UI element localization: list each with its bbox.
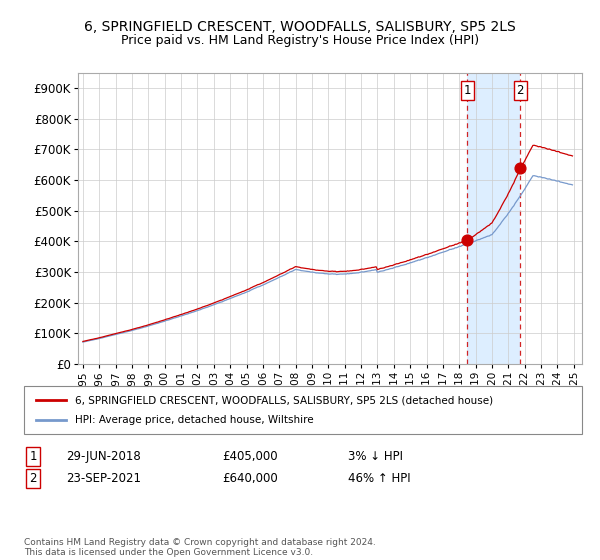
- Text: 46% ↑ HPI: 46% ↑ HPI: [348, 472, 410, 486]
- Text: Price paid vs. HM Land Registry's House Price Index (HPI): Price paid vs. HM Land Registry's House …: [121, 34, 479, 46]
- Text: 2: 2: [517, 84, 524, 97]
- Text: 29-JUN-2018: 29-JUN-2018: [66, 450, 141, 463]
- Text: 1: 1: [464, 84, 471, 97]
- Bar: [467, 73, 520, 364]
- Text: £640,000: £640,000: [222, 472, 278, 486]
- Text: 1: 1: [29, 450, 37, 463]
- Text: 6, SPRINGFIELD CRESCENT, WOODFALLS, SALISBURY, SP5 2LS (detached house): 6, SPRINGFIELD CRESCENT, WOODFALLS, SALI…: [75, 395, 493, 405]
- Text: 3% ↓ HPI: 3% ↓ HPI: [348, 450, 403, 463]
- Point: [515, 164, 525, 172]
- Text: HPI: Average price, detached house, Wiltshire: HPI: Average price, detached house, Wilt…: [75, 415, 314, 425]
- Text: 2: 2: [29, 472, 37, 486]
- Text: Contains HM Land Registry data © Crown copyright and database right 2024.
This d: Contains HM Land Registry data © Crown c…: [24, 538, 376, 557]
- Text: £405,000: £405,000: [222, 450, 278, 463]
- Point: [463, 235, 472, 244]
- Text: 23-SEP-2021: 23-SEP-2021: [66, 472, 141, 486]
- Text: 6, SPRINGFIELD CRESCENT, WOODFALLS, SALISBURY, SP5 2LS: 6, SPRINGFIELD CRESCENT, WOODFALLS, SALI…: [84, 20, 516, 34]
